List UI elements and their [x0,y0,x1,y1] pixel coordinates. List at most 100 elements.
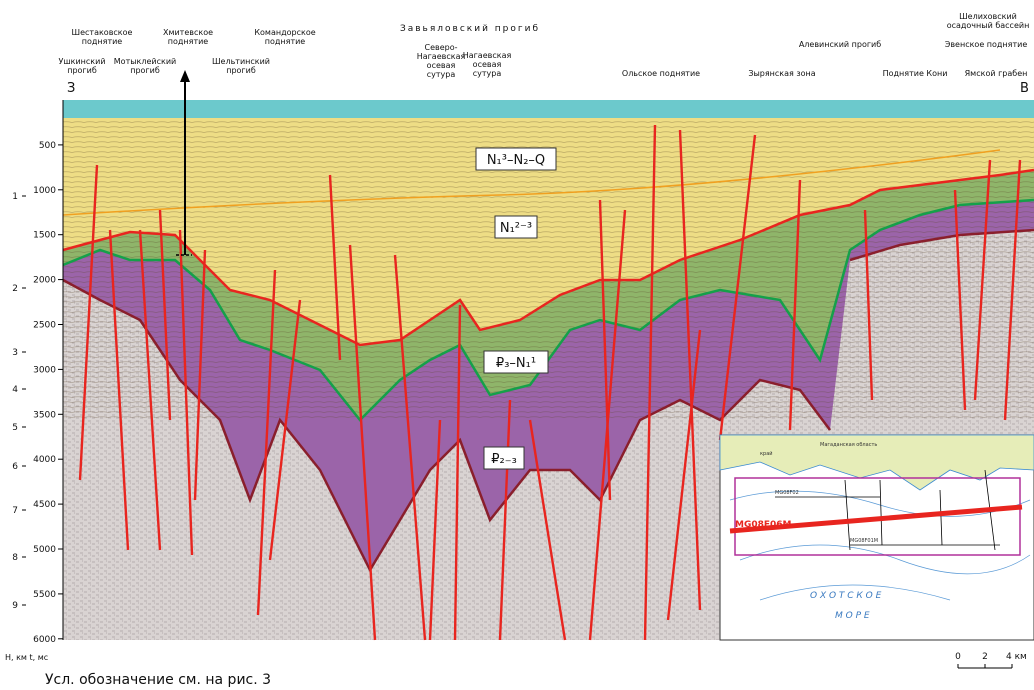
label-box [483,446,525,470]
axis-label: H, км t, мс [5,653,48,662]
label-line: Шельтинский [212,57,270,66]
label-line: сутура [427,70,456,79]
label-line: Нагаевская [417,52,466,61]
label-line: прогиб [226,66,256,75]
scale-line [957,664,1013,669]
area [734,477,1021,556]
label-line: осевая [427,61,456,70]
structure-label: Зырянская зона [748,69,815,78]
tick-label: 2 [12,284,18,294]
label-line: Нагаевская [463,51,512,60]
structure-label: Ямской грабен [965,69,1028,78]
tick-label: 3500 [33,410,56,420]
structure-label: Шелиховский осадочный бассейн [947,12,1030,30]
label-line: поднятие [168,37,209,46]
well-arrow [180,70,190,82]
structure-label: Шельтинский прогиб [212,57,270,75]
tick-label: 5 [12,423,18,433]
tick-label: 4000 [33,455,56,465]
inset-profile: MG08F06M [735,520,792,530]
structure-label: Эвенское поднятие [945,40,1028,49]
label-line: Поднятие Кони [883,69,948,78]
layer-label: N₁²⁻³ [500,221,532,236]
tick-label: 9 [12,601,18,611]
layer-labels: N₁³–N₂–Q N₁²⁻³ ₽₃–N₁¹ ₽₂₋₃ [475,147,557,470]
isobaths [729,490,1031,601]
tick-label: 4500 [33,500,56,510]
tick-label: 2000 [33,276,56,286]
inset-region: Магаданская область [820,442,877,448]
structure-label: Мотыклейский прогиб [114,57,176,75]
tick-label: 500 [39,141,56,151]
label-line: поднятие [265,37,306,46]
label-line: прогиб [130,66,160,75]
inset-line: MG08F01M [850,538,878,544]
label-line: Ямской грабен [965,69,1028,78]
label-line: Эвенское поднятие [945,40,1028,49]
label-line: Шестаковское [72,28,133,37]
structure-label: Ушкинский прогиб [58,57,105,75]
label-line: Мотыклейский [114,57,176,66]
label-line: поднятие [82,37,123,46]
caption: Усл. обозначение см. на рис. 3 [45,672,271,688]
inset-sea: М О Р Е [835,611,870,621]
structure-label: Завьяловский прогиб [400,24,540,34]
tick-label: 6000 [33,635,56,645]
structure-label: Алевинский прогиб [799,40,881,49]
inset-krai: край [760,450,773,457]
label-line: Северо- [424,43,457,52]
tick-label: 1 [12,192,18,202]
layer-label: ₽₂₋₃ [491,452,517,467]
tick-label: 7 [12,506,18,516]
structure-label: Хмитевское поднятие [163,28,213,46]
label-box [494,215,538,239]
horizon [62,149,1001,216]
label-box [483,350,549,374]
land [719,434,1034,491]
label-box [475,147,557,171]
tick-label: 8 [12,553,18,563]
east: В [1020,81,1029,96]
layer-label: N₁³–N₂–Q [487,153,545,168]
tick-label: 2500 [33,321,56,331]
structure-label: Командорское поднятие [254,28,315,46]
structure-label: Поднятие Кони [883,69,948,78]
structure-label: Шестаковское поднятие [72,28,133,46]
label-line: прогиб [67,66,97,75]
label-line: Ушкинский [58,57,105,66]
faults [78,124,1022,641]
boundary-green [62,198,1034,422]
scale-label: 2 [982,652,988,662]
layer-label: ₽₃–N₁¹ [496,356,536,371]
scale-bar: 0 2 4 км [955,652,1027,669]
profiles [775,469,1000,551]
label-line: осевая [473,60,502,69]
tick-label: 3 [12,348,18,358]
structure-label: Ольское поднятие [622,69,700,78]
tick-label: 1500 [33,231,56,241]
profile-main [729,504,1023,534]
label-line: осадочный бассейн [947,21,1030,30]
tick-label: 6 [12,462,18,472]
structure-label: Северо-Нагаевская осевая сутура [417,43,466,79]
west: З [67,81,75,96]
water [63,100,1034,118]
tick-label: 3000 [33,365,56,375]
inset-sea: О Х О Т С К О Е [810,591,882,601]
scale-label: 4 км [1006,652,1027,662]
label-line: Ольское поднятие [622,69,700,78]
tick-label: 5000 [33,545,56,555]
structure-label: Нагаевская осевая сутура [463,51,512,78]
inset-line: MG08F02 [775,490,799,496]
inset-map: MG08F06M MG08F02 MG08F01M Магаданская об… [719,434,1034,641]
axes: 500 1000 1500 2000 2500 3000 3500 4000 4500 5000 5… [12,100,64,645]
label-line: Шелиховский [959,12,1017,21]
label-line: Командорское [254,28,315,37]
label-line: Хмитевское [163,28,213,37]
label-line: Алевинский прогиб [799,40,881,49]
tick-label: 1000 [33,186,56,196]
tick-label: 4 [12,385,18,395]
scale-label: 0 [955,652,961,662]
